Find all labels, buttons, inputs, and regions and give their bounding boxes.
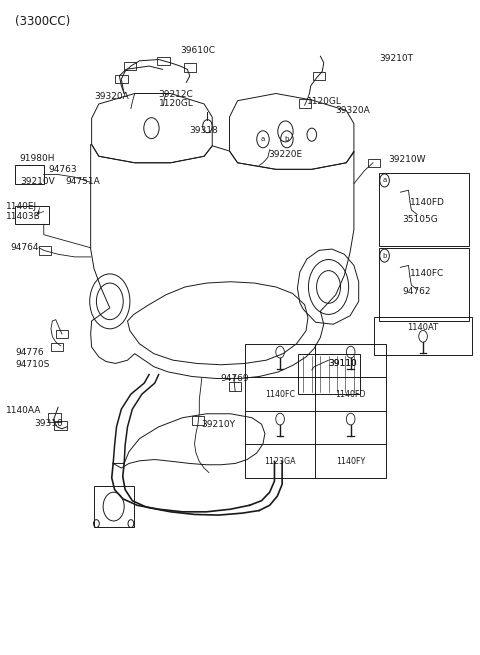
Bar [124, 62, 136, 70]
Text: 39310: 39310 [34, 419, 63, 428]
Text: b: b [285, 136, 289, 142]
Text: 39210V: 39210V [20, 177, 55, 185]
Bar [379, 173, 469, 246]
Bar [379, 248, 469, 321]
Text: 94764: 94764 [10, 243, 39, 252]
Text: 39110: 39110 [328, 359, 357, 368]
Text: 39318: 39318 [190, 126, 218, 135]
Text: 39320A: 39320A [336, 106, 371, 115]
Text: 1120GL: 1120GL [307, 97, 342, 106]
Bar [38, 246, 51, 255]
Text: a: a [383, 178, 387, 183]
Text: 39610C: 39610C [180, 46, 215, 55]
Bar [115, 75, 128, 83]
Bar [313, 71, 325, 80]
Text: 39210W: 39210W [388, 155, 426, 164]
Bar [157, 56, 169, 65]
Bar [15, 166, 44, 183]
Bar [51, 343, 63, 351]
Bar [229, 382, 241, 390]
Text: (3300CC): (3300CC) [15, 15, 70, 28]
Bar [183, 63, 196, 71]
Text: 94762: 94762 [403, 287, 431, 296]
Text: 1140FC: 1140FC [410, 269, 444, 278]
Text: a: a [261, 136, 265, 142]
Text: 35105G: 35105G [403, 215, 438, 224]
Text: 94710S: 94710S [15, 360, 49, 369]
Text: 1123GA: 1123GA [264, 457, 296, 466]
Text: b: b [383, 253, 387, 259]
Bar [374, 317, 472, 355]
Text: 1140FD: 1140FD [336, 390, 366, 399]
Text: 11403B: 11403B [5, 212, 40, 221]
Text: 94763: 94763 [48, 165, 77, 174]
Text: 39212C: 39212C [158, 90, 193, 99]
Text: 39210T: 39210T [379, 54, 413, 63]
Text: 94751A: 94751A [65, 177, 100, 185]
Text: 1140AA: 1140AA [5, 406, 41, 415]
Text: 94776: 94776 [15, 348, 44, 357]
Text: 1140FY: 1140FY [336, 457, 365, 466]
Text: 91980H: 91980H [20, 155, 55, 163]
Text: 39220E: 39220E [269, 150, 303, 159]
Bar [299, 99, 312, 107]
Bar [54, 421, 67, 430]
Bar [56, 329, 68, 338]
Bar [192, 416, 204, 424]
Text: 1140AT: 1140AT [408, 323, 439, 332]
Text: 94769: 94769 [221, 374, 250, 383]
Text: 39210Y: 39210Y [202, 420, 236, 429]
Bar [15, 206, 48, 224]
Text: 1140EJ: 1140EJ [5, 202, 36, 211]
Text: 1140FD: 1140FD [410, 198, 445, 206]
Bar [368, 159, 380, 167]
Text: 1140FC: 1140FC [265, 390, 295, 399]
Bar [299, 354, 360, 394]
Text: 1120GL: 1120GL [158, 99, 193, 108]
Bar [48, 413, 60, 422]
Bar [245, 344, 386, 478]
Text: 39110: 39110 [328, 359, 357, 368]
Text: 39320A: 39320A [94, 92, 129, 101]
